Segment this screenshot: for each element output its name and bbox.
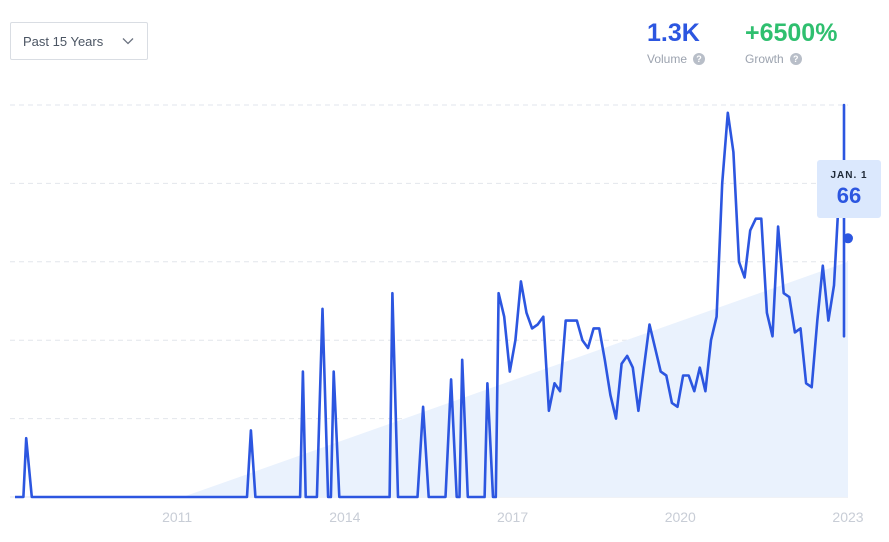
time-range-label: Past 15 Years — [23, 33, 104, 49]
x-tick-label: 2014 — [329, 509, 360, 525]
volume-label: Volume — [647, 52, 688, 66]
hover-point[interactable] — [843, 233, 853, 244]
chevron-down-icon — [122, 38, 134, 45]
growth-metric: +6500% Growth ? — [745, 18, 837, 66]
tooltip-date: JAN. 1 — [830, 170, 868, 181]
volume-value: 1.3K — [647, 19, 700, 47]
growth-value: +6500% — [745, 19, 838, 47]
x-tick-label: 2023 — [832, 509, 863, 525]
x-tick-label: 2020 — [665, 509, 696, 525]
tooltip: JAN. 1 66 — [817, 160, 881, 218]
time-range-select[interactable]: Past 15 Years — [10, 22, 148, 60]
help-icon[interactable]: ? — [789, 53, 802, 65]
x-tick-label: 2011 — [162, 509, 192, 525]
series-line — [15, 103, 846, 499]
volume-metric: 1.3K Volume ? — [647, 18, 706, 66]
growth-label: Growth — [745, 52, 784, 66]
help-icon[interactable]: ? — [693, 53, 706, 65]
trend-area — [182, 261, 848, 497]
x-tick-label: 2017 — [497, 509, 528, 525]
tooltip-value: 66 — [836, 183, 862, 208]
